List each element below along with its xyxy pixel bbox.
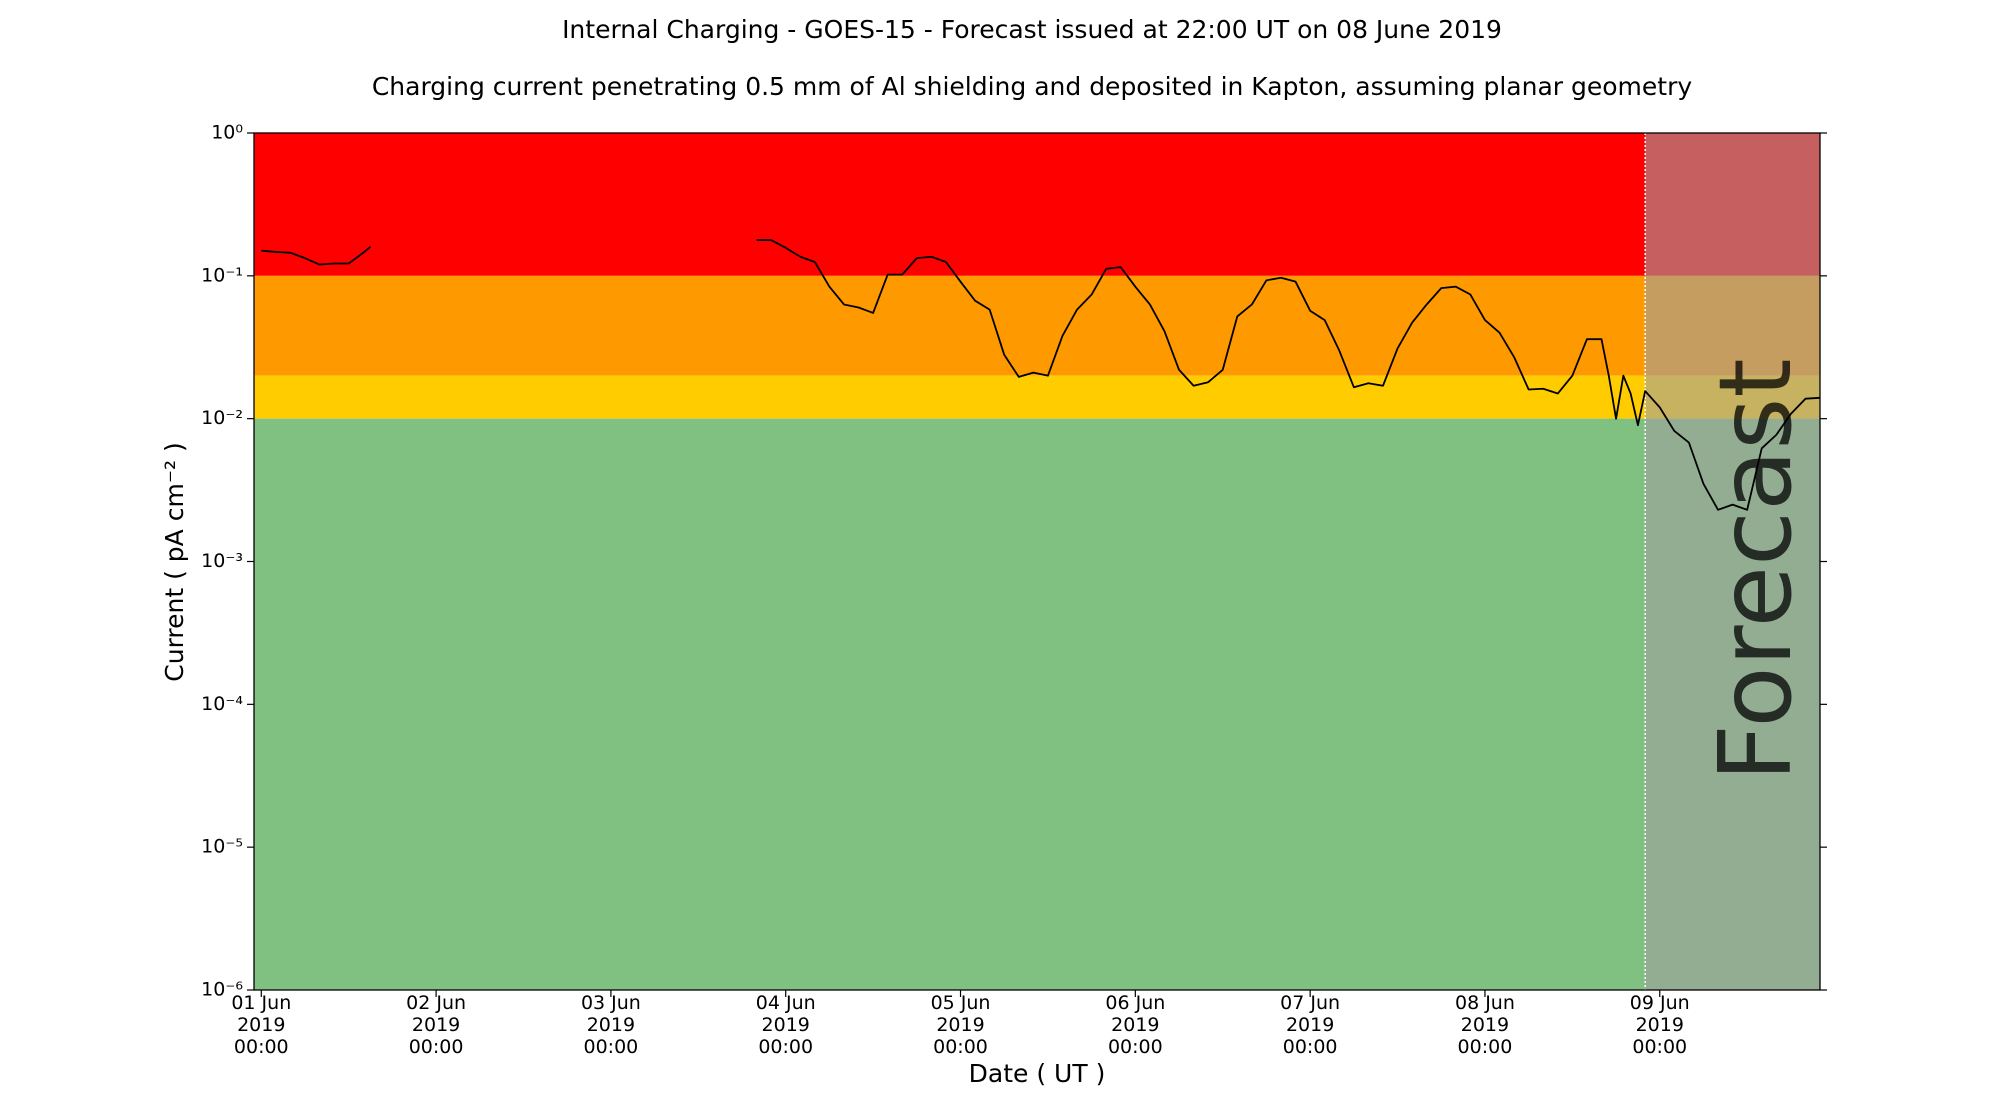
x-tick-label: 09 Jun 2019 00:00 [1629,992,1690,1058]
forecast-region [1645,133,1820,990]
y-tick-label: 10⁻⁵ [201,836,243,858]
y-axis-label: Current ( pA cm⁻² ) [160,442,189,681]
x-tick-label: 01 Jun 2019 00:00 [231,992,292,1058]
x-axis-label: Date ( UT ) [969,1059,1106,1088]
x-tick-label: 03 Jun 2019 00:00 [580,992,641,1058]
chart-subtitle: Charging current penetrating 0.5 mm of A… [372,72,1693,101]
risk-band [254,275,1820,376]
y-tick-label: 10⁻² [201,407,243,429]
x-tick-label: 05 Jun 2019 00:00 [930,992,991,1058]
x-tick-label: 04 Jun 2019 00:00 [755,992,816,1058]
y-tick-label: 10⁻⁴ [201,693,243,715]
x-tick-label: 08 Jun 2019 00:00 [1454,992,1515,1058]
y-tick-label: 10⁻³ [201,550,243,572]
data-line [261,239,1821,511]
plot-frame [253,132,1821,991]
y-tick-label: 10⁻¹ [201,264,243,286]
y-tick-label: 10⁰ [211,122,243,144]
x-tick-label: 06 Jun 2019 00:00 [1105,992,1166,1058]
risk-band [254,418,1820,991]
y-tick-label: 10⁻⁶ [201,979,243,1001]
chart-title: Internal Charging - GOES-15 - Forecast i… [562,15,1502,44]
risk-band [254,133,1820,276]
x-tick-label: 07 Jun 2019 00:00 [1280,992,1341,1058]
forecast-label: Forecast [1697,358,1814,781]
risk-band [254,375,1820,419]
x-tick-label: 02 Jun 2019 00:00 [406,992,467,1058]
